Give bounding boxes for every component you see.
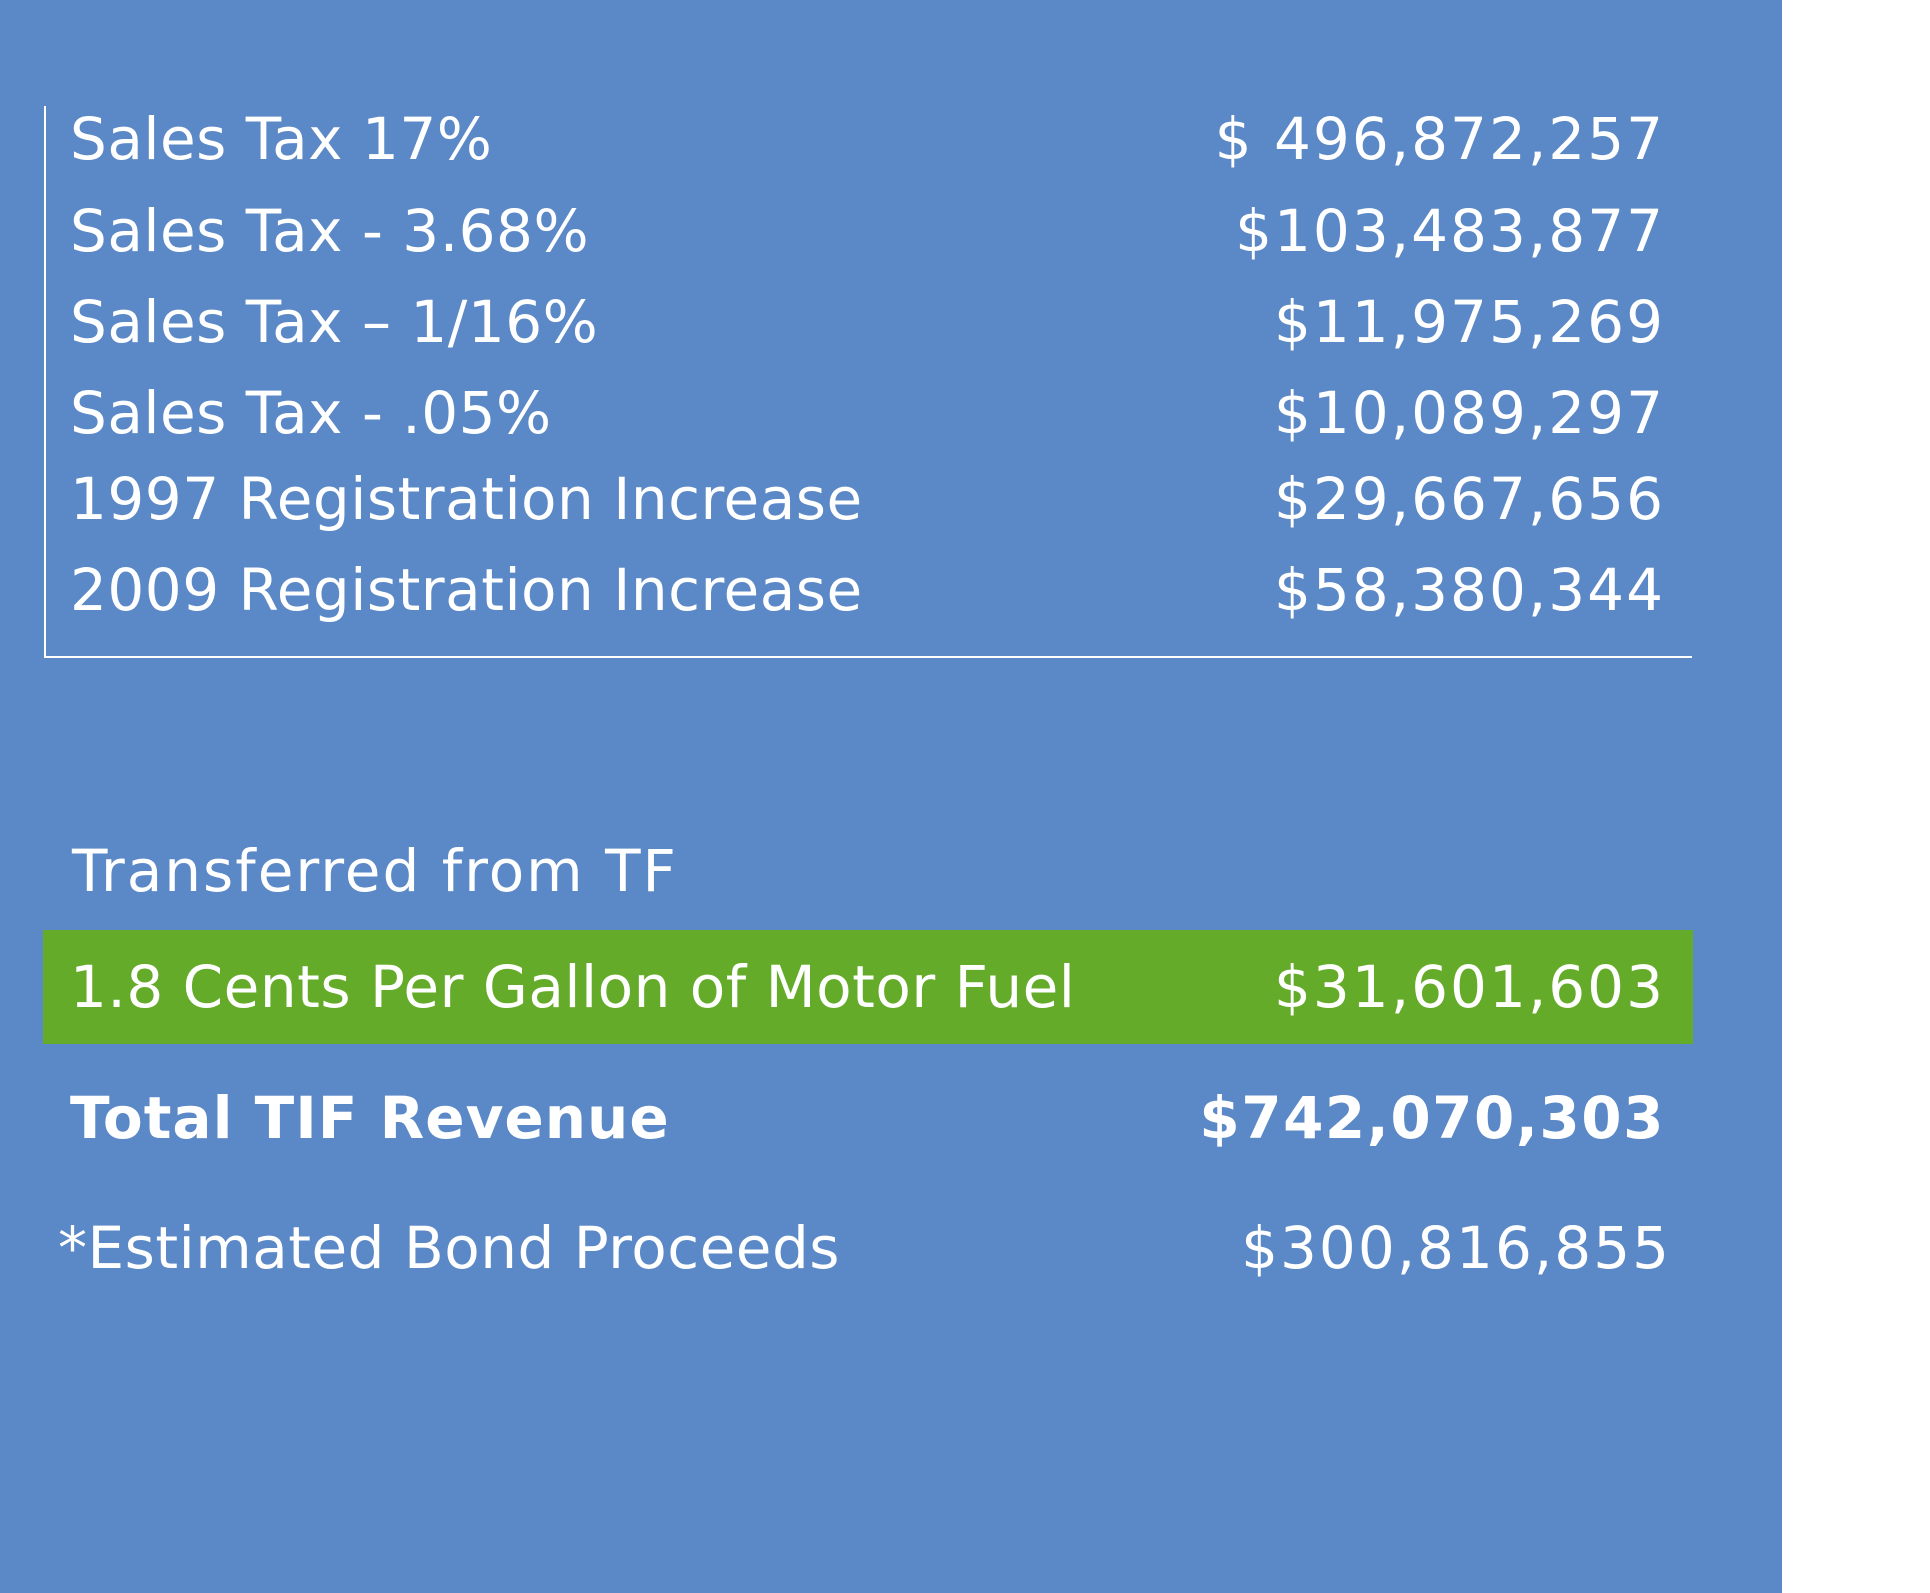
motor-fuel-highlight xyxy=(43,930,1693,1044)
motor-fuel-label: 1.8 Cents Per Gallon of Motor Fuel xyxy=(70,953,1076,1021)
revenue-panel: Sales Tax 17% $ 496,872,257 Sales Tax - … xyxy=(0,0,1782,1593)
revenue-value: $ 496,872,257 xyxy=(1214,105,1665,173)
revenue-label: 1997 Registration Increase xyxy=(70,465,863,533)
revenue-label: Sales Tax – 1/16% xyxy=(70,288,599,356)
revenue-value: $10,089,297 xyxy=(1274,379,1665,447)
revenue-value: $58,380,344 xyxy=(1274,556,1665,624)
total-revenue-value: $742,070,303 xyxy=(1199,1084,1665,1152)
revenue-label: 2009 Registration Increase xyxy=(70,556,863,624)
revenue-value: $29,667,656 xyxy=(1274,465,1665,533)
revenue-row-2009-registration: 2009 Registration Increase $58,380,344 xyxy=(70,545,1665,635)
revenue-row-sales-tax-3-68: Sales Tax - 3.68% $103,483,877 xyxy=(70,186,1665,276)
revenue-row-1997-registration: 1997 Registration Increase $29,667,656 xyxy=(70,454,1665,544)
revenue-row-sales-tax-05: Sales Tax - .05% $10,089,297 xyxy=(70,368,1665,458)
revenue-list-bracket xyxy=(44,106,1692,658)
total-revenue-row: Total TIF Revenue $742,070,303 xyxy=(70,1073,1665,1163)
motor-fuel-value: $31,601,603 xyxy=(1274,953,1665,1021)
revenue-value: $11,975,269 xyxy=(1274,288,1665,356)
bond-proceeds-value: $300,816,855 xyxy=(1241,1214,1671,1282)
revenue-label: Sales Tax - .05% xyxy=(70,379,552,447)
revenue-row-sales-tax-1-16: Sales Tax – 1/16% $11,975,269 xyxy=(70,277,1665,367)
transfer-section-title: Transferred from TF xyxy=(72,837,678,905)
revenue-label: Sales Tax - 3.68% xyxy=(70,197,590,265)
revenue-value: $103,483,877 xyxy=(1235,197,1665,265)
bond-proceeds-row: *Estimated Bond Proceeds $300,816,855 xyxy=(58,1203,1671,1293)
total-revenue-label: Total TIF Revenue xyxy=(70,1084,670,1152)
bond-proceeds-label: *Estimated Bond Proceeds xyxy=(58,1214,841,1282)
revenue-label: Sales Tax 17% xyxy=(70,105,493,173)
motor-fuel-row: 1.8 Cents Per Gallon of Motor Fuel $31,6… xyxy=(70,942,1665,1032)
revenue-row-sales-tax-17: Sales Tax 17% $ 496,872,257 xyxy=(70,94,1665,184)
